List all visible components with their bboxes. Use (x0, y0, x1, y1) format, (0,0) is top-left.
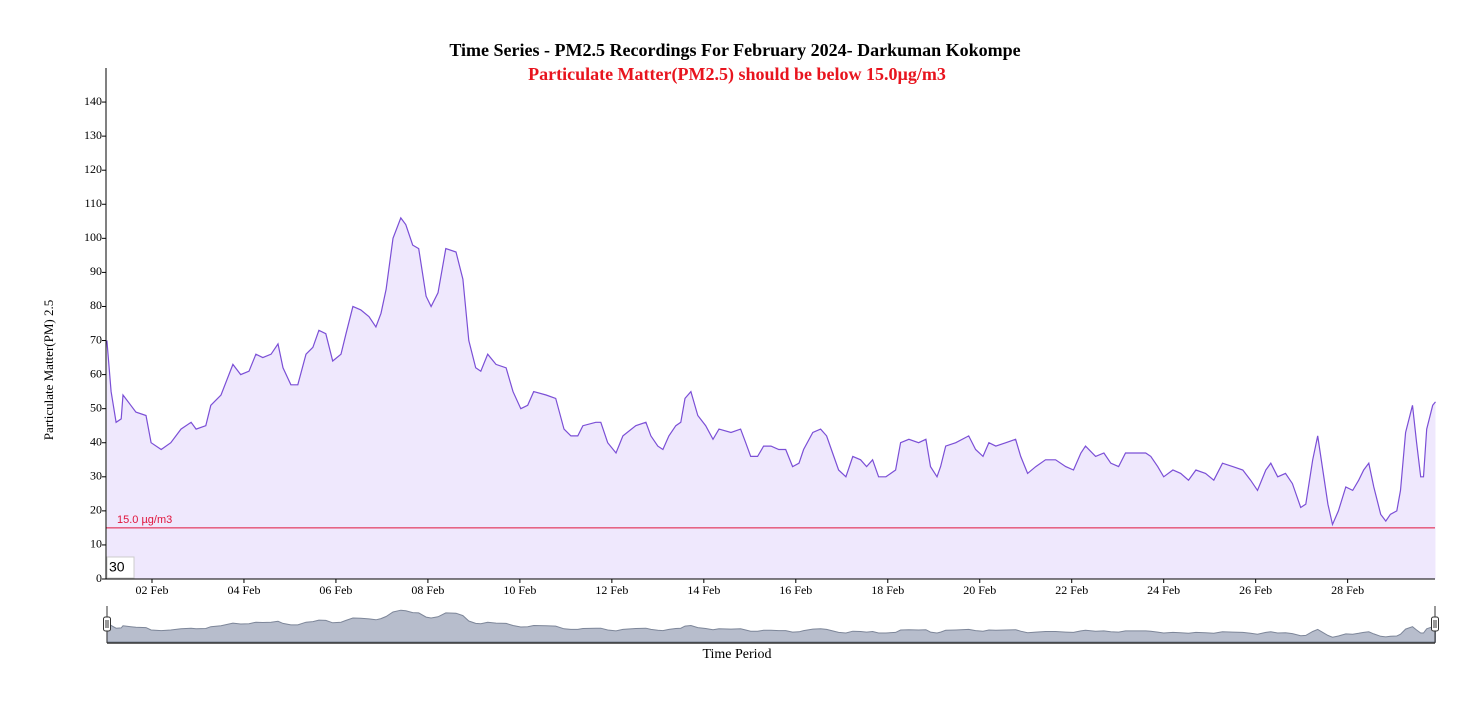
x-tick-label: 02 Feb (135, 583, 168, 597)
y-tick-label: 50 (90, 400, 102, 414)
y-tick-label: 130 (84, 128, 102, 142)
y-tick-label: 140 (84, 94, 102, 108)
x-tick-label: 06 Feb (319, 583, 352, 597)
x-tick-label: 12 Feb (595, 583, 628, 597)
x-tick-label: 08 Feb (411, 583, 444, 597)
range-box-label: 30 (109, 559, 125, 575)
x-tick-label: 16 Feb (779, 583, 812, 597)
x-tick-label: 22 Feb (1055, 583, 1088, 597)
area-fill (106, 217, 1436, 579)
threshold-label: 15.0 µg/m3 (117, 514, 172, 526)
x-tick-label: 28 Feb (1331, 583, 1364, 597)
x-tick-label: 14 Feb (687, 583, 720, 597)
y-tick-label: 110 (84, 196, 102, 210)
y-tick-label: 0 (96, 571, 102, 585)
range-box[interactable] (106, 556, 135, 579)
y-tick-label: 100 (84, 230, 102, 244)
y-tick-label: 120 (84, 162, 102, 176)
y-tick-label: 70 (90, 332, 102, 346)
chart-title: Time Series - PM2.5 Recordings For Febru… (449, 40, 1020, 60)
y-tick-label: 40 (90, 434, 102, 448)
y-axis-label: Particulate Matter(PM) 2.5 (41, 300, 56, 440)
x-axis-label: Time Period (702, 647, 771, 662)
y-tick-label: 30 (90, 469, 102, 483)
series-line (106, 216, 1436, 527)
y-tick-label: 80 (90, 298, 102, 312)
y-tick-label: 90 (90, 264, 102, 278)
y-tick-label: 20 (90, 503, 102, 517)
chart-subtitle: Particulate Matter(PM2.5) should be belo… (528, 64, 946, 85)
x-tick-label: 26 Feb (1239, 583, 1272, 597)
x-tick-label: 10 Feb (503, 583, 536, 597)
x-tick-label: 24 Feb (1147, 583, 1180, 597)
navigator-area (106, 609, 1437, 643)
navigator-handle[interactable] (103, 616, 111, 632)
x-tick-label: 18 Feb (871, 583, 904, 597)
x-tick-label: 20 Feb (963, 583, 996, 597)
x-tick-label: 04 Feb (227, 583, 260, 597)
y-tick-label: 60 (90, 366, 102, 380)
y-tick-label: 10 (90, 537, 102, 551)
navigator-handle[interactable] (1431, 616, 1439, 632)
